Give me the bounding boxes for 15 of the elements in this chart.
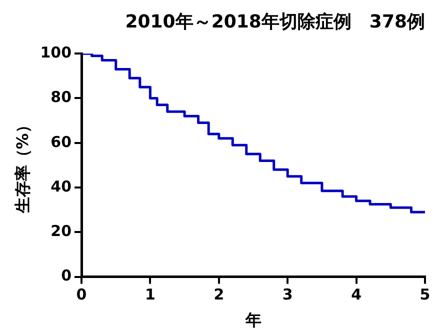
x-tick-label: 5 [420, 286, 430, 304]
x-tick-label: 0 [76, 286, 87, 304]
x-tick-label: 1 [144, 286, 156, 304]
x-tick-label: 2 [214, 286, 224, 304]
y-tick-label: 80 [50, 88, 72, 106]
y-tick-label: 40 [50, 177, 72, 196]
x-tick-label: 3 [282, 286, 293, 304]
chart-title: 2010年～2018年切除症例 378例 [125, 11, 425, 32]
y-axis-title: 生存率（%） [12, 117, 32, 214]
x-axis-title: 年 [244, 310, 262, 330]
y-tick-label: 100 [40, 43, 72, 62]
x-tick-label: 4 [351, 286, 362, 304]
y-tick-label: 20 [50, 222, 72, 240]
y-tick-label: 60 [50, 132, 72, 151]
y-tick-label: 0 [61, 266, 72, 285]
